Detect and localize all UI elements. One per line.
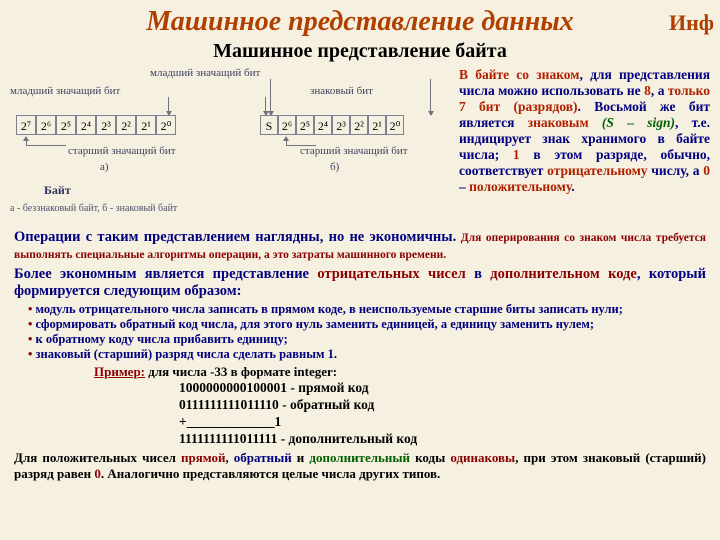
lbl-senior-a: старший значащий бит — [68, 145, 176, 157]
paragraph-2: Более экономным является представление о… — [0, 264, 720, 302]
lbl-b: б) — [330, 161, 339, 173]
byte-label: Байт — [44, 183, 71, 198]
code-line-3: +_____________1 — [179, 414, 706, 431]
arrow-icon — [168, 97, 169, 115]
right-paragraph: В байте со знаком, для пред­ставления чи… — [455, 67, 710, 227]
bit-cell: 2³ — [332, 115, 350, 135]
diagram-caption: а - беззнаковый байт, б - знаковый байт — [10, 203, 177, 214]
example-block: Пример: для числа -33 в формате integer:… — [0, 362, 720, 450]
bullet-4: • знаковый (старший) разряд числа сделат… — [0, 347, 720, 362]
bit-cell: 2⁴ — [76, 115, 96, 135]
bit-cell: 2³ — [96, 115, 116, 135]
page-title: Машинное представление данных — [0, 0, 720, 38]
bracket-line — [26, 145, 66, 146]
arrow-up-icon — [286, 137, 287, 145]
bit-cell: 2¹ — [368, 115, 386, 135]
bit-cell: 2⁶ — [278, 115, 296, 135]
paragraph-1: Операции с таким представлением наглядны… — [0, 227, 720, 264]
code-line-4: 1111111111011111 - дополнительный код — [179, 431, 706, 448]
bullet-1: • модуль отрицательного числа записать в… — [0, 302, 720, 317]
bit-cell: 2¹ — [136, 115, 156, 135]
bit-cell: 2⁰ — [156, 115, 176, 135]
bullet-3: • к обратному коду числа прибавить едини… — [0, 332, 720, 347]
bullet-2: • сформировать обратный код числа, для э… — [0, 317, 720, 332]
bit-cell: 2⁶ — [36, 115, 56, 135]
lbl-a: а) — [100, 161, 109, 173]
bit-cell: 2⁰ — [386, 115, 404, 135]
arrow-icon — [430, 79, 431, 115]
lbl-senior-b: старший значащий бит — [300, 145, 408, 157]
final-paragraph: Для положительных чисел прямой, обратный… — [0, 450, 720, 482]
bitrow-b: S 2⁶ 2⁵ 2⁴ 2³ 2² 2¹ 2⁰ — [260, 115, 404, 135]
bit-cell: 2² — [350, 115, 368, 135]
bitrow-a: 2⁷ 2⁶ 2⁵ 2⁴ 2³ 2² 2¹ 2⁰ — [16, 115, 176, 135]
bit-cell: 2⁷ — [16, 115, 36, 135]
lbl-young-top: младший значащий бит — [150, 67, 260, 79]
diagram-area: младший значащий бит младший значащий би… — [0, 67, 720, 227]
arrow-up-icon — [26, 137, 27, 145]
bit-cell-sign: S — [260, 115, 278, 135]
lbl-young-left: младший значащий бит — [10, 85, 120, 97]
byte-diagram: младший значащий бит младший значащий би… — [10, 67, 455, 227]
page-subtitle: Машинное представление байта — [0, 40, 720, 63]
bit-cell: 2⁵ — [56, 115, 76, 135]
code-line-2: 0111111111011110 - обратный код — [179, 397, 706, 414]
bit-cell: 2⁴ — [314, 115, 332, 135]
code-line-1: 1000000000100001 - прямой код — [179, 380, 706, 397]
bit-cell: 2² — [116, 115, 136, 135]
arrow-icon — [270, 79, 271, 115]
lbl-sign: знаковый бит — [310, 85, 373, 97]
bit-cell: 2⁵ — [296, 115, 314, 135]
arrow-icon — [265, 97, 266, 115]
corner-label: Инф — [669, 10, 714, 36]
